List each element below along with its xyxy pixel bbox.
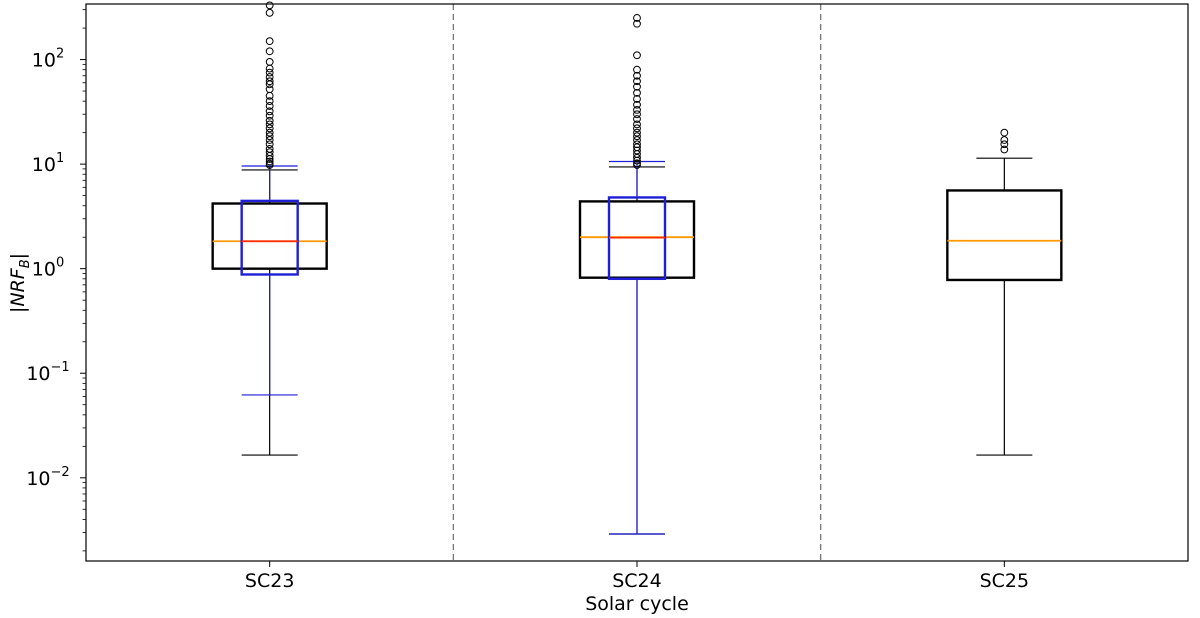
outlier-point [265,68,274,77]
y-tick-exponent: −2 [51,465,70,480]
y-axis-label-end: | [7,253,29,259]
x-axis-ticks: SC23 SC24 SC25 [245,561,1029,592]
outlier-point [265,157,274,166]
y-axis-label-subscript: B [18,259,33,268]
outlier-point [633,82,641,91]
outlier-point [633,65,641,74]
outlier-point [265,148,274,157]
primary-box [946,189,1063,282]
y-tick-base: 10 [32,259,56,281]
box-group-sc24 [578,14,696,535]
outlier-point [265,159,274,168]
outlier-point [265,85,274,94]
outlier-point [265,47,274,56]
outlier-point [265,8,274,17]
y-tick-label: 102 [32,47,64,72]
outlier-point [1000,128,1009,137]
outlier-point [265,77,274,86]
y-axis-label: |NRFB| [7,253,33,313]
x-tick-label: SC24 [612,570,662,592]
y-axis-label-main: |NRF [7,267,29,313]
outlier-point [265,64,274,73]
plot-layer [211,1,1063,561]
outlier-point [265,97,274,106]
y-tick-exponent: 1 [56,151,64,166]
box-group-sc25 [946,128,1063,456]
outlier-point [633,110,641,119]
outlier-point [265,128,274,137]
outlier-point [633,124,641,133]
outlier-point [1000,140,1009,149]
outlier-point [265,132,274,141]
y-tick-base: 10 [32,50,56,72]
outlier-point [633,115,641,123]
outlier-point [633,14,641,22]
y-tick-exponent: 2 [56,47,64,62]
secondary-box [240,199,299,276]
outlier-point [265,124,274,133]
outlier-point [1000,145,1009,154]
y-tick-exponent: 0 [56,256,64,271]
outlier-point [265,120,274,129]
outlier-point [265,136,274,144]
outlier-point [633,100,641,109]
y-tick-base: 10 [26,363,50,385]
outlier-point [633,132,641,141]
primary-box [578,200,696,279]
box-group-sc23 [211,1,328,456]
outlier-point [265,102,274,110]
x-tick-label: SC23 [245,570,295,592]
outlier-point [633,140,641,149]
outlier-point [633,136,641,144]
y-tick-label: 10−2 [26,465,69,490]
x-axis-label: Solar cycle [585,593,689,615]
x-tick-label: SC25 [980,570,1030,592]
outlier-point [633,51,641,60]
outlier-point [265,73,274,81]
y-tick-base: 10 [26,468,50,490]
outlier-point [633,120,641,129]
outlier-point [633,19,641,28]
outlier-point [265,37,274,46]
outlier-point [265,107,274,116]
outlier-point [265,140,274,149]
outlier-point [633,146,641,155]
outlier-point [633,159,641,168]
outlier-point [633,95,641,103]
outlier-point [265,111,274,120]
outlier-point [633,88,641,97]
outlier-point [265,57,274,66]
outlier-point [1000,136,1009,144]
y-tick-base: 10 [32,154,56,176]
outlier-point [265,116,274,125]
y-tick-exponent: −1 [51,360,70,375]
outlier-point [633,71,641,80]
outlier-point [633,128,641,137]
y-tick-label: 10−1 [26,360,69,385]
outlier-point [633,106,641,114]
outlier-point [633,77,641,86]
primary-box [211,202,328,270]
outlier-point [265,144,274,153]
y-tick-label: 101 [32,151,64,176]
outlier-point [265,1,274,10]
y-tick-label: 100 [32,256,64,281]
